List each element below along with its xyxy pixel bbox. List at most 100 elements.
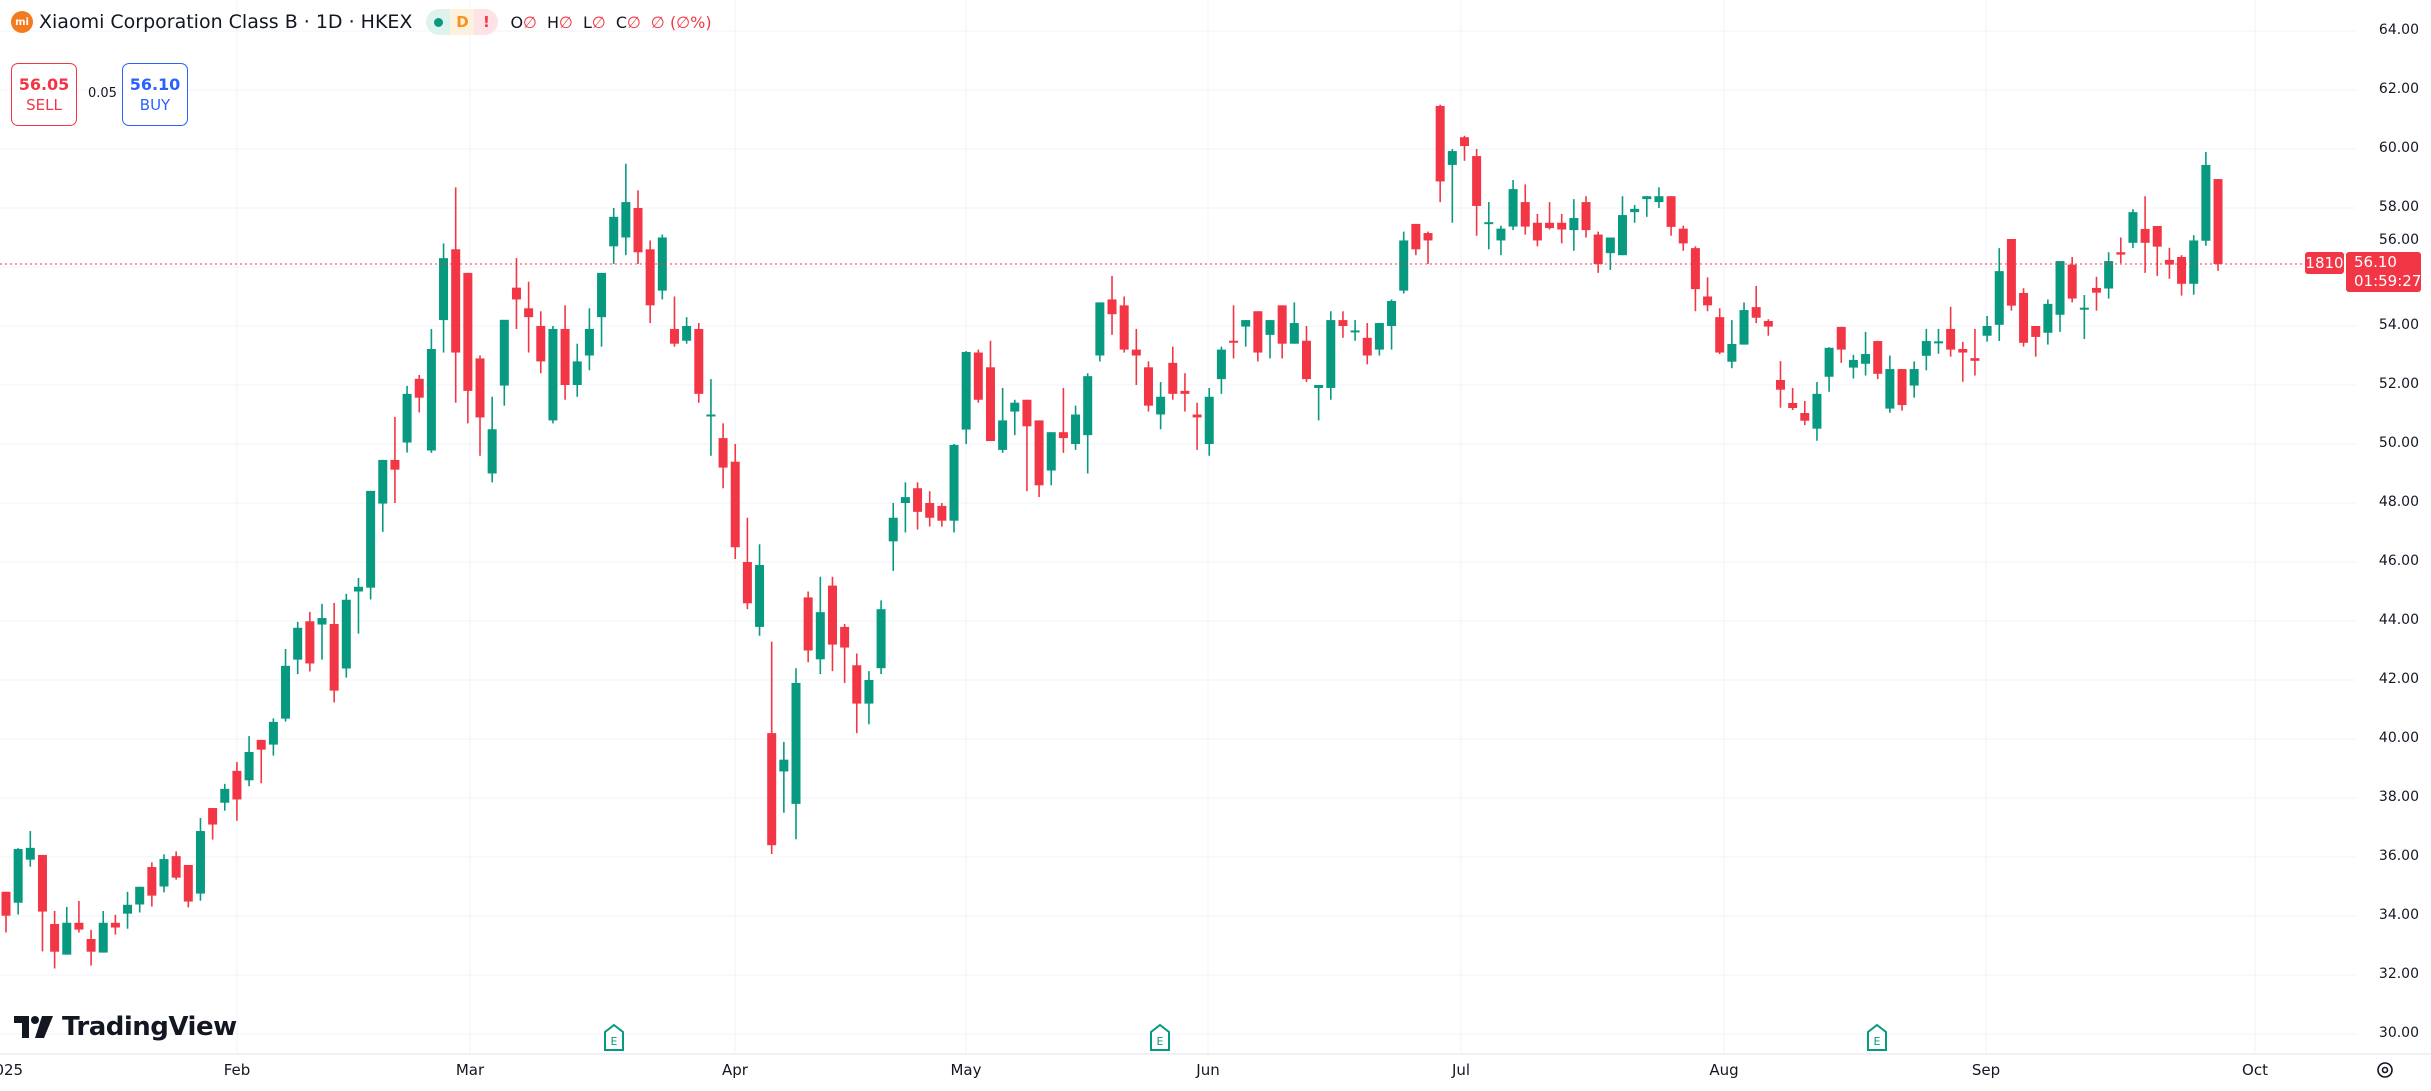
low-label: L — [582, 12, 592, 32]
candle-down — [305, 611, 315, 672]
candle-body — [1557, 222, 1567, 230]
candle-up — [682, 317, 692, 344]
sell-button[interactable]: 56.05 SELL — [11, 63, 77, 126]
candle-up — [366, 490, 376, 600]
candle-down — [1229, 305, 1239, 359]
candle-body — [560, 328, 570, 385]
candle-down — [86, 929, 96, 966]
candle-body — [1131, 349, 1141, 356]
candle-down — [50, 910, 60, 969]
market-open-dot-icon[interactable] — [426, 9, 451, 35]
candle-up — [900, 482, 910, 533]
earnings-marker[interactable]: E — [603, 1023, 625, 1052]
candle-up — [2055, 261, 2065, 332]
candle-body — [123, 904, 133, 914]
candle-up — [1314, 385, 1324, 421]
candle-up — [1739, 302, 1749, 345]
candle-body — [998, 420, 1008, 450]
candle-body — [706, 414, 716, 417]
candle-up — [779, 741, 789, 813]
candle-body — [1387, 300, 1397, 326]
candle-up — [876, 600, 886, 675]
candle-down — [2140, 196, 2150, 273]
candle-up — [548, 326, 558, 424]
candle-down — [147, 862, 157, 907]
candle-down — [560, 305, 570, 400]
candle-down — [852, 653, 862, 734]
candle-down — [1751, 285, 1761, 324]
candle-body — [645, 249, 655, 306]
candle-body — [973, 352, 983, 400]
candle-down — [742, 517, 752, 610]
candle-up — [1046, 432, 1056, 486]
sell-price: 56.05 — [18, 74, 70, 94]
earnings-icon: E — [1867, 1023, 1887, 1051]
candle-body — [840, 626, 850, 648]
candle-down — [524, 281, 534, 353]
candle-body — [1447, 151, 1457, 165]
time-tick-label: Mar — [455, 1061, 485, 1079]
candle-down — [925, 491, 935, 527]
candle-body — [499, 319, 509, 386]
candle-down — [1362, 323, 1372, 365]
candle-up — [13, 848, 23, 915]
chart-legend: mi Xiaomi Corporation Class B · 1D · HKE… — [11, 9, 712, 35]
status-badges[interactable]: D ! — [426, 9, 499, 35]
candle-body — [135, 886, 145, 905]
xiaomi-logo: mi — [11, 11, 33, 33]
earnings-marker[interactable]: E — [1149, 1023, 1171, 1052]
candle-body — [353, 586, 363, 592]
candle-body — [1374, 323, 1384, 350]
tradingview-logo[interactable]: TradingView — [14, 1012, 237, 1042]
candle-down — [2152, 225, 2162, 276]
price-tick-label: 64.00 — [2378, 22, 2419, 38]
candle-up — [1071, 405, 1081, 450]
price-tick-label: 56.00 — [2378, 232, 2419, 248]
candle-down — [1168, 346, 1178, 400]
candle-body — [244, 751, 254, 781]
candle-up — [1909, 361, 1919, 398]
candle-body — [1739, 310, 1749, 345]
delayed-badge[interactable]: D — [450, 9, 475, 35]
candle-body — [439, 258, 449, 321]
candle-body — [827, 585, 837, 645]
settings-gear-icon[interactable] — [2375, 1060, 2395, 1080]
candle-body — [609, 216, 619, 247]
candle-up — [244, 736, 254, 787]
candle-body — [195, 831, 205, 894]
last-price-tag: 56.10 01:59:27 — [2346, 252, 2421, 292]
candle-body — [876, 609, 886, 669]
candle-body — [1010, 402, 1020, 412]
warning-badge[interactable]: ! — [474, 9, 499, 35]
candle-body — [597, 272, 607, 318]
candle-up — [1204, 387, 1214, 456]
low-value: ∅ — [591, 12, 606, 32]
symbol-title[interactable]: Xiaomi Corporation Class B · 1D · HKEX — [39, 11, 413, 33]
candle-down — [1520, 184, 1530, 235]
candle-body — [1751, 307, 1761, 318]
close-label: C — [615, 12, 627, 32]
price-tick-label: 34.00 — [2378, 907, 2419, 923]
candle-up — [1630, 205, 1640, 223]
candle-down — [1034, 420, 1044, 498]
buy-button[interactable]: 56.10 BUY — [122, 63, 188, 126]
candle-up — [1350, 320, 1360, 341]
candle-up — [1569, 199, 1579, 251]
buy-price: 56.10 — [129, 74, 181, 94]
candle-body — [1107, 299, 1117, 315]
candle-body — [1885, 369, 1895, 409]
candle-body — [1715, 317, 1725, 353]
candle-down — [37, 854, 47, 952]
candle-up — [402, 385, 412, 453]
earnings-marker[interactable]: E — [1866, 1023, 1888, 1052]
candle-down — [803, 591, 813, 663]
candle-body — [2043, 303, 2053, 333]
candle-body — [220, 788, 230, 803]
candle-down — [1593, 231, 1603, 273]
spread-value: 0.05 — [88, 86, 117, 101]
candle-down — [1715, 308, 1725, 355]
candle-up — [1374, 323, 1384, 356]
candle-body — [1472, 156, 1482, 206]
candle-body — [1, 891, 11, 916]
